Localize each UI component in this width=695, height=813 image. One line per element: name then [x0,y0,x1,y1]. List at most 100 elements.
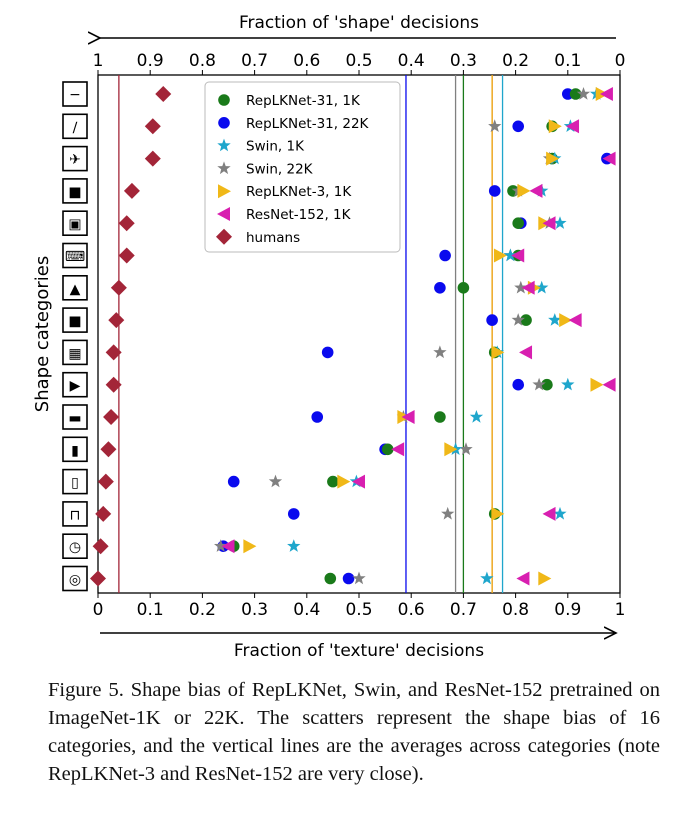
top-tick-label: 1 [93,51,104,71]
swin-1k-point [287,539,301,552]
bottom-tick-label: 0.7 [450,600,477,620]
replknet-31-1k-point [327,475,339,488]
swin-22k-point [441,506,455,520]
swin-22k-point [488,119,502,132]
top-tick-label: 0.8 [189,51,216,71]
bicycle-icon: ◎ [62,565,88,592]
resnet-152-1k-point [391,442,405,457]
keyboard-icon: ⌨ [62,242,88,269]
humans-point [90,570,106,587]
top-axis-label: Fraction of 'shape' decisions [239,13,479,33]
svg-text:▶: ▶ [70,378,81,394]
swin-1k-point [553,506,567,520]
swin-22k-point [433,345,447,359]
humans-point [144,150,161,167]
replknet-31-1k-point [541,378,553,391]
legend-marker [217,207,230,221]
humans-point [92,538,109,555]
bottom-tick-label: 0.2 [189,600,216,620]
clock-icon: ◷ [62,533,88,560]
replknet-31-1k-point [381,443,394,456]
replknet-3-1k-point [493,248,507,263]
svg-text:◎: ◎ [69,572,81,588]
legend-label: Swin, 22K [246,161,314,177]
resnet-152-1k-point [602,377,616,392]
top-tick-label: 0 [615,51,626,71]
top-tick-label: 0.9 [137,51,164,71]
svg-text:▦: ▦ [68,346,81,362]
humans-point [97,473,114,490]
resnet-152-1k-point [566,119,580,134]
svg-text:∕: ∕ [73,120,78,136]
replknet-31-1k-point [434,411,446,423]
svg-text:▲: ▲ [70,281,81,297]
resnet-152-1k-point [352,474,365,489]
legend-marker [217,161,231,175]
svg-text:✈: ✈ [69,152,81,168]
car-icon: ▬ [62,404,88,430]
replknet-31-22k-point [512,378,525,391]
bottom-tick-label: 0.5 [345,600,372,620]
resnet-152-1k-point [599,87,613,101]
legend-marker [218,117,230,129]
bottle-like-icon: ∕ [62,113,88,140]
resnet-152-1k-point [511,248,525,263]
humans-point [118,215,135,232]
replknet-31-22k-point [342,572,355,585]
bottom-tick-label: 0.9 [554,600,581,620]
bottom-tick-label: 0.6 [398,600,425,620]
resnet-152-1k-point [568,313,582,328]
replknet-3-1k-point [491,506,505,521]
replknet-31-1k-point [324,572,337,585]
legend-box [204,81,401,253]
resnet-152-1k-point [602,151,616,166]
swin-1k-point [480,571,494,585]
data-points [90,86,616,587]
swin-22k-point [352,571,366,585]
humans-point [95,505,112,522]
average-lines [118,75,504,593]
svg-text:■: ■ [68,314,81,330]
top-tick-label: 0.7 [241,51,268,71]
replknet-31-22k-point [486,314,498,326]
resnet-152-1k-point [519,345,533,360]
legend-label: RepLKNet-31, 22K [246,116,370,132]
replknet-31-22k-point [434,282,446,294]
replknet-3-1k-point [491,345,505,360]
shape-bias-chart: Fraction of 'shape' decisions 1 0.9 0.8 0.7… [32,13,626,661]
replknet-31-1k-point [512,217,525,229]
swin-22k-point [532,377,546,391]
svg-text:⌨: ⌨ [65,249,85,265]
replknet-3-1k-point [538,571,552,586]
truck-icon: ▮ [62,436,88,463]
bottom-axis-label: Fraction of 'texture' decisions [234,641,484,661]
bottom-tick-label: 0.3 [241,600,268,620]
humans-point [105,376,122,393]
bottle-icon: ▯ [62,468,88,495]
svg-text:▯: ▯ [71,475,79,491]
swin-22k-point [511,313,525,326]
svg-text:⊓: ⊓ [70,507,81,523]
replknet-3-1k-point [243,539,257,554]
resnet-152-1k-point [529,183,543,198]
top-tick-label: 0.4 [398,51,425,71]
swin-1k-point [553,216,567,229]
replknet-3-1k-point [517,183,531,198]
cat-icon: ▲ [62,274,88,301]
replknet-3-1k-point [444,442,458,457]
humans-point [105,344,122,361]
legend: RepLKNet-31, 1K RepLKNet-31, 22K Swin, 1K S… [204,81,401,253]
humans-point [118,247,135,264]
humans-point [108,312,125,329]
replknet-31-22k-point [311,411,324,423]
replknet-3-1k-point [559,313,573,328]
resnet-152-1k-point [221,539,235,554]
swin-22k-point [268,474,283,488]
svg-text:▣: ▣ [68,217,81,233]
replknet-31-22k-point [287,508,300,520]
bottom-tick-label: 1 [615,600,626,620]
replknet-31-1k-point [457,282,470,294]
replknet-3-1k-point [546,151,560,166]
replknet-3-1k-point [337,474,351,489]
bottom-tick-label: 0.1 [137,600,164,620]
